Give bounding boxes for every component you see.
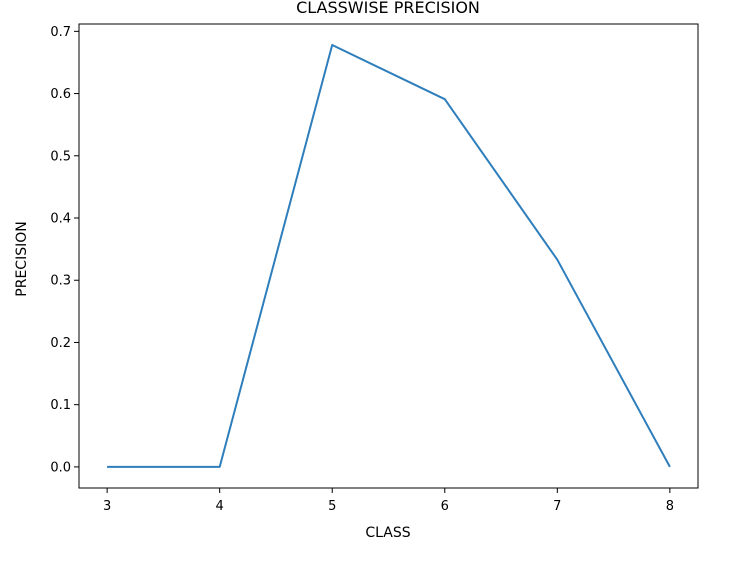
- y-tick-label: 0.5: [50, 149, 71, 164]
- x-tick-label: 5: [328, 499, 336, 514]
- chart-title: CLASSWISE PRECISION: [296, 0, 480, 17]
- series-line: [107, 44, 671, 468]
- plot-frame: [78, 23, 699, 489]
- y-axis: 0.0 0.1 0.2 0.3 0.4 0.5 0.6 0.7: [50, 25, 79, 475]
- x-axis-label: CLASS: [365, 525, 410, 541]
- x-tick-label: 8: [666, 499, 674, 514]
- plot-area: [78, 23, 699, 489]
- x-tick-label: 4: [216, 499, 224, 514]
- y-tick-label: 0.6: [50, 87, 71, 102]
- y-axis-label: PRECISION: [14, 221, 30, 296]
- y-tick-label: 0.7: [50, 25, 71, 40]
- series-layer: [107, 44, 671, 468]
- x-axis: 3 4 5 6 7 8: [103, 488, 674, 514]
- y-tick-label: 0.3: [50, 274, 71, 289]
- x-tick-label: 7: [553, 499, 561, 514]
- x-tick-label: 3: [103, 499, 111, 514]
- y-tick-label: 0.4: [50, 212, 71, 227]
- x-tick-label: 6: [441, 499, 449, 514]
- y-tick-label: 0.2: [50, 336, 71, 351]
- y-tick-label: 0.0: [50, 460, 71, 475]
- y-tick-label: 0.1: [50, 398, 71, 413]
